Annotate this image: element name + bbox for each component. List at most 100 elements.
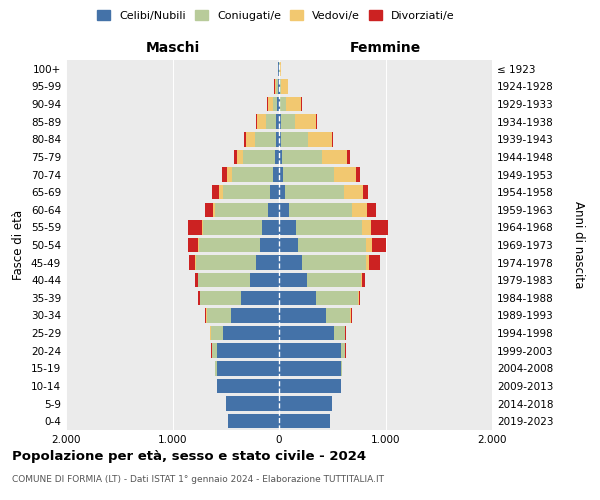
Bar xyxy=(241,290,279,305)
Bar xyxy=(194,273,197,287)
Bar xyxy=(213,202,215,217)
Bar xyxy=(279,290,316,305)
Bar xyxy=(279,396,332,411)
Text: Maschi: Maschi xyxy=(145,40,200,54)
Text: Femmine: Femmine xyxy=(350,40,421,54)
Bar xyxy=(246,132,254,146)
Text: Popolazione per età, sesso e stato civile - 2024: Popolazione per età, sesso e stato civil… xyxy=(12,450,366,463)
Bar xyxy=(279,114,281,129)
Bar xyxy=(202,220,203,234)
Bar xyxy=(369,256,380,270)
Bar xyxy=(281,79,287,94)
Bar xyxy=(223,326,279,340)
Bar xyxy=(233,150,236,164)
Bar xyxy=(205,308,206,322)
Bar xyxy=(281,132,308,146)
Bar xyxy=(212,344,217,358)
Bar xyxy=(334,326,345,340)
Bar xyxy=(199,238,260,252)
Bar xyxy=(215,202,268,217)
Bar xyxy=(198,238,199,252)
Bar xyxy=(250,273,279,287)
Bar xyxy=(231,308,279,322)
Bar xyxy=(279,308,326,322)
Bar xyxy=(232,168,272,181)
Bar xyxy=(268,97,273,112)
Y-axis label: Fasce di età: Fasce di età xyxy=(13,210,25,280)
Bar xyxy=(211,326,223,340)
Y-axis label: Anni di nascita: Anni di nascita xyxy=(572,202,585,288)
Bar xyxy=(281,150,322,164)
Bar xyxy=(275,79,277,94)
Bar xyxy=(189,256,196,270)
Bar xyxy=(279,361,341,376)
Bar xyxy=(271,185,279,200)
Bar xyxy=(279,273,307,287)
Bar xyxy=(371,220,388,234)
Bar xyxy=(266,114,277,129)
Bar xyxy=(188,220,202,234)
Bar xyxy=(257,114,266,129)
Bar xyxy=(356,168,361,181)
Bar xyxy=(366,256,369,270)
Bar xyxy=(217,378,279,393)
Bar xyxy=(228,414,279,428)
Bar xyxy=(289,202,352,217)
Bar xyxy=(280,79,281,94)
Bar xyxy=(203,220,262,234)
Bar xyxy=(296,220,362,234)
Bar xyxy=(341,361,342,376)
Legend: Celibi/Nubili, Coniugati/e, Vedovi/e, Divorziati/e: Celibi/Nubili, Coniugati/e, Vedovi/e, Di… xyxy=(93,6,459,25)
Bar xyxy=(279,79,280,94)
Bar xyxy=(334,168,356,181)
Bar xyxy=(212,185,218,200)
Bar xyxy=(279,256,302,270)
Bar xyxy=(260,238,279,252)
Bar xyxy=(372,238,386,252)
Bar xyxy=(281,114,295,129)
Bar xyxy=(236,150,243,164)
Bar xyxy=(363,185,368,200)
Text: COMUNE DI FORMIA (LT) - Dati ISTAT 1° gennaio 2024 - Elaborazione TUTTITALIA.IT: COMUNE DI FORMIA (LT) - Dati ISTAT 1° ge… xyxy=(12,475,384,484)
Bar xyxy=(275,150,279,164)
Bar xyxy=(347,150,350,164)
Bar xyxy=(256,114,257,129)
Bar xyxy=(359,290,360,305)
Bar xyxy=(298,238,366,252)
Bar xyxy=(280,97,286,112)
Bar xyxy=(366,238,372,252)
Bar xyxy=(273,97,277,112)
Bar xyxy=(279,132,281,146)
Bar xyxy=(200,290,241,305)
Bar xyxy=(276,132,279,146)
Bar xyxy=(279,168,283,181)
Bar xyxy=(322,150,347,164)
Bar xyxy=(279,326,334,340)
Bar xyxy=(352,202,367,217)
Bar xyxy=(279,220,296,234)
Bar xyxy=(277,97,279,112)
Bar xyxy=(243,150,275,164)
Bar xyxy=(272,168,279,181)
Bar xyxy=(254,132,276,146)
Bar xyxy=(256,256,279,270)
Bar xyxy=(316,114,317,129)
Bar xyxy=(217,344,279,358)
Bar xyxy=(362,220,371,234)
Bar xyxy=(277,79,278,94)
Bar xyxy=(227,168,232,181)
Bar xyxy=(283,168,334,181)
Bar xyxy=(279,185,286,200)
Bar xyxy=(188,238,198,252)
Bar xyxy=(277,114,279,129)
Bar xyxy=(341,344,346,358)
Bar xyxy=(226,396,279,411)
Bar xyxy=(223,185,271,200)
Bar xyxy=(280,62,281,76)
Bar xyxy=(268,202,279,217)
Bar xyxy=(279,150,281,164)
Bar xyxy=(350,308,352,322)
Bar xyxy=(198,290,200,305)
Bar xyxy=(358,290,359,305)
Bar xyxy=(198,273,250,287)
